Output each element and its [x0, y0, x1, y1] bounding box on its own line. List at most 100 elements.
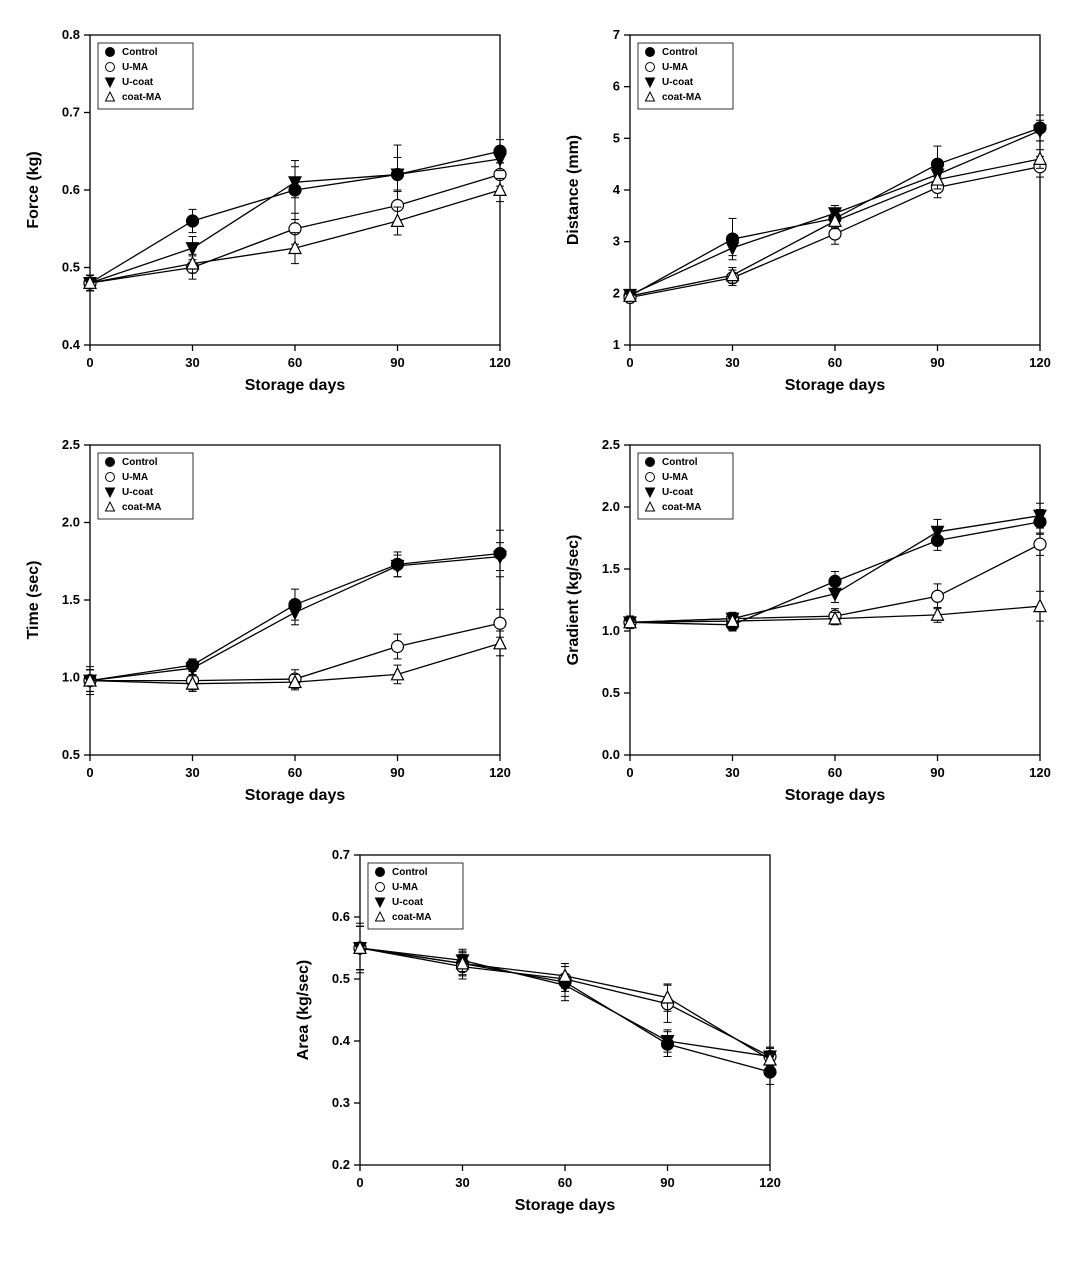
- y-tick-label: 1.5: [602, 561, 620, 576]
- legend-label: coat-MA: [662, 92, 701, 103]
- x-tick-label: 90: [930, 765, 944, 780]
- legend-label: U-coat: [122, 77, 154, 88]
- legend-label: U-coat: [662, 487, 694, 498]
- x-tick-label: 0: [86, 765, 93, 780]
- y-tick-label: 1.0: [602, 623, 620, 638]
- x-tick-label: 30: [185, 355, 199, 370]
- legend-label: U-MA: [662, 62, 688, 73]
- y-tick-label: 2: [613, 285, 620, 300]
- x-tick-label: 60: [828, 355, 842, 370]
- y-tick-label: 5: [613, 130, 620, 145]
- legend-label: Control: [122, 47, 158, 58]
- y-tick-label: 0.7: [332, 847, 350, 862]
- y-axis-label: Area (kg/sec): [295, 960, 312, 1061]
- marker-U-MA: [392, 641, 404, 653]
- legend-label: U-coat: [392, 897, 424, 908]
- y-tick-label: 0.8: [62, 27, 80, 42]
- chart-force: 03060901200.40.50.60.70.8Storage daysFor…: [20, 20, 520, 400]
- y-axis-label: Gradient (kg/sec): [565, 535, 582, 666]
- marker-U-coat: [289, 607, 301, 619]
- legend-label: coat-MA: [122, 502, 161, 513]
- legend-label: Control: [122, 457, 158, 468]
- y-tick-label: 1.5: [62, 592, 80, 607]
- legend-label: Control: [392, 867, 428, 878]
- marker-coat-MA: [1034, 600, 1046, 612]
- marker-coat-MA: [494, 637, 506, 649]
- x-tick-label: 120: [1029, 355, 1051, 370]
- chart-container-distance: 0 30 60 90 120 1 2 3 4 5 6 7 Storage days Distance (m…: [560, 20, 1060, 400]
- legend-label: U-MA: [662, 472, 688, 483]
- x-tick-label: 30: [725, 765, 739, 780]
- chart-gradient: 03060901200.00.51.01.52.02.5Storage days…: [560, 430, 1060, 810]
- chart-area: 03060901200.20.30.40.50.60.7Storage days…: [290, 840, 790, 1220]
- x-tick-label: 60: [828, 765, 842, 780]
- x-tick-label: 120: [759, 1175, 781, 1190]
- x-tick-label: 90: [930, 355, 944, 370]
- marker-U-coat: [187, 243, 199, 255]
- y-tick-label: 0.4: [62, 337, 81, 352]
- x-tick-label: 30: [185, 765, 199, 780]
- marker-U-MA: [494, 617, 506, 629]
- legend-label: Control: [662, 47, 698, 58]
- y-tick-label: 0.2: [332, 1157, 350, 1172]
- chart-container-gradient: 03060901200.00.51.01.52.02.5Storage days…: [560, 430, 1060, 810]
- marker-Control: [187, 215, 199, 227]
- marker-U-MA: [932, 590, 944, 602]
- marker-U-MA: [829, 228, 841, 240]
- y-tick-label: 1.0: [62, 670, 80, 685]
- legend-label: coat-MA: [392, 912, 431, 923]
- x-tick-label: 0: [626, 355, 633, 370]
- x-tick-label: 90: [390, 355, 404, 370]
- x-tick-label: 120: [489, 355, 511, 370]
- y-tick-label: 0.6: [62, 182, 80, 197]
- x-tick-label: 0: [626, 765, 633, 780]
- y-tick-label: 0.5: [62, 747, 80, 762]
- chart-container-area: 03060901200.20.30.40.50.60.7Storage days…: [290, 840, 790, 1220]
- chart-time: 03060901200.51.01.52.02.5Storage daysTim…: [20, 430, 520, 810]
- y-tick-label: 4: [613, 182, 621, 197]
- marker-U-MA: [1034, 538, 1046, 550]
- x-tick-label: 0: [86, 355, 93, 370]
- y-tick-label: 7: [613, 27, 620, 42]
- x-axis-label: Storage days: [785, 787, 886, 804]
- x-tick-label: 120: [489, 765, 511, 780]
- x-tick-label: 60: [288, 355, 302, 370]
- y-tick-label: 3: [613, 234, 620, 249]
- x-axis-label: Storage days: [245, 787, 346, 804]
- x-tick-label: 0: [356, 1175, 363, 1190]
- y-axis-label: Time (sec): [25, 561, 42, 640]
- y-tick-label: 2.0: [62, 515, 80, 530]
- y-tick-label: 0.6: [332, 909, 350, 924]
- x-axis-label: Storage days: [245, 377, 346, 394]
- y-axis-label: Distance (mm): [565, 135, 582, 245]
- x-axis-label: Storage days: [785, 377, 886, 394]
- y-tick-label: 0.0: [602, 747, 620, 762]
- x-tick-label: 30: [455, 1175, 469, 1190]
- y-tick-label: 0.4: [332, 1033, 351, 1048]
- x-tick-label: 30: [725, 355, 739, 370]
- legend-label: coat-MA: [662, 502, 701, 513]
- legend-label: U-MA: [122, 472, 148, 483]
- legend-label: U-MA: [392, 882, 418, 893]
- marker-coat-MA: [494, 183, 506, 195]
- y-tick-label: 0.5: [332, 971, 350, 986]
- x-tick-label: 60: [558, 1175, 572, 1190]
- legend-label: U-coat: [662, 77, 694, 88]
- y-axis-label: Force (kg): [25, 151, 42, 228]
- y-tick-label: 2.5: [62, 437, 80, 452]
- series-line-U-coat: [630, 516, 1040, 623]
- chart-container-force: 03060901200.40.50.60.70.8Storage daysFor…: [20, 20, 520, 400]
- chart-container-time: 03060901200.51.01.52.02.5Storage daysTim…: [20, 430, 520, 810]
- x-tick-label: 120: [1029, 765, 1051, 780]
- x-axis-label: Storage days: [515, 1197, 616, 1214]
- legend-label: U-MA: [122, 62, 148, 73]
- y-tick-label: 2.5: [602, 437, 620, 452]
- x-tick-label: 60: [288, 765, 302, 780]
- legend-label: Control: [662, 457, 698, 468]
- y-tick-label: 6: [613, 79, 620, 94]
- chart-distance: 0 30 60 90 120 1 2 3 4 5 6 7 Storage days Distance (m…: [560, 20, 1060, 400]
- y-tick-label: 1: [613, 337, 620, 352]
- marker-coat-MA: [1034, 152, 1046, 164]
- marker-U-coat: [727, 242, 739, 254]
- chart-grid: 03060901200.40.50.60.70.8Storage daysFor…: [20, 20, 1060, 1220]
